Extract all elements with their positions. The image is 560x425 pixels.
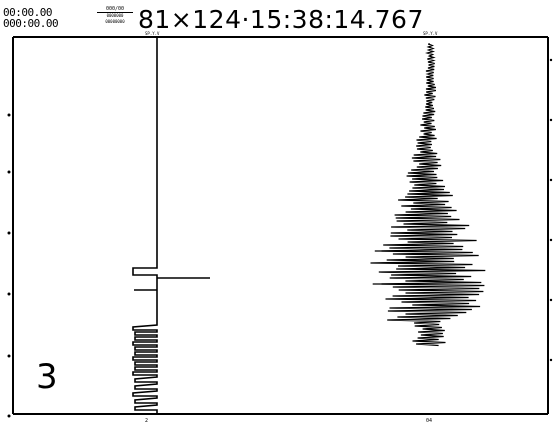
panel-number: 3 [36,360,58,394]
tick-mark [8,355,11,358]
left-ticks [8,114,11,418]
trace-channel-1 [133,37,210,414]
tick-mark [550,239,552,241]
tick-mark [550,299,552,301]
tick-mark [8,232,11,235]
tick-mark [8,114,11,117]
right-ticks [550,59,552,361]
tick-mark [8,293,11,296]
tick-mark [8,171,11,174]
tick-mark [8,415,11,418]
trace-channel-2 [371,44,486,346]
tick-mark [550,359,552,361]
tick-mark [550,179,552,181]
tick-mark [550,119,552,121]
tick-mark [550,59,552,61]
